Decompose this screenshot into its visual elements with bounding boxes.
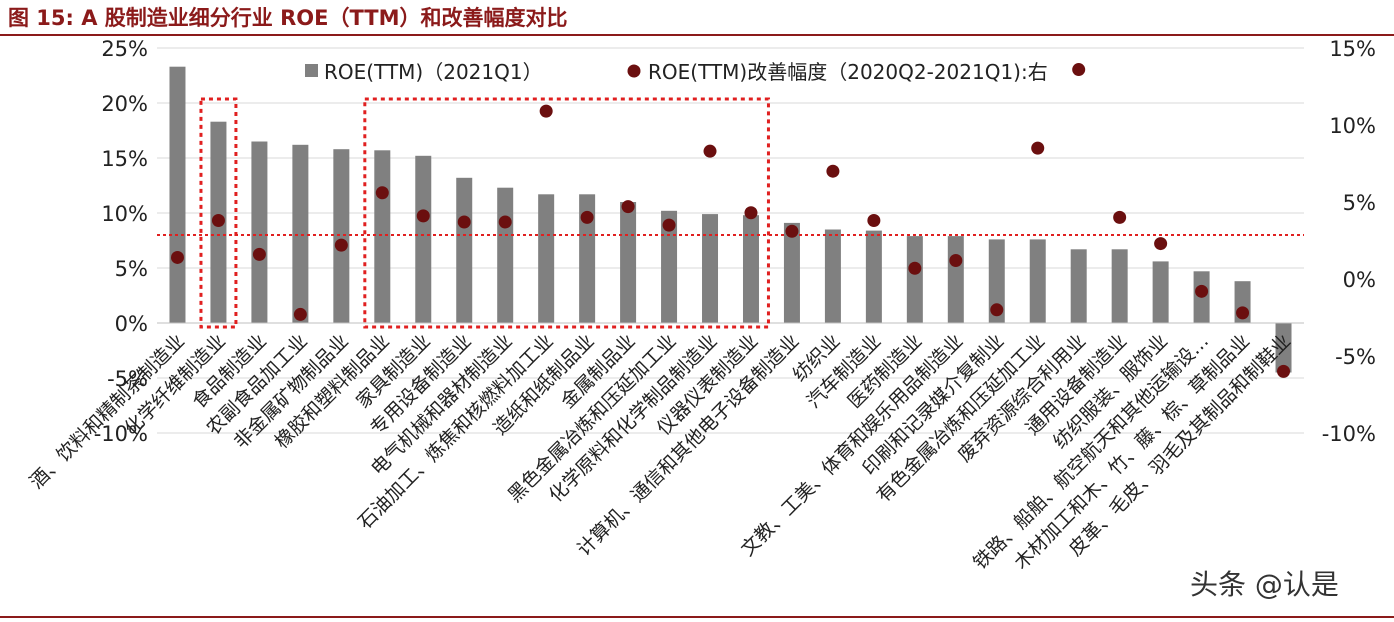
- data-point: [990, 303, 1004, 317]
- data-point: [334, 238, 348, 252]
- bar: [824, 229, 841, 323]
- data-point: [293, 307, 307, 321]
- data-point: [170, 250, 184, 264]
- bar: [620, 202, 637, 323]
- bar: [742, 215, 759, 323]
- data-point: [457, 215, 471, 229]
- legend-bar-label: ROE(TTM)（2021Q1）: [324, 60, 543, 84]
- y-left-tick-label: 0%: [115, 312, 148, 336]
- data-point: [744, 206, 758, 220]
- bar: [497, 187, 514, 323]
- y-left-tick-label: 20%: [101, 92, 148, 116]
- data-point: [703, 144, 717, 158]
- data-point: [1113, 210, 1127, 224]
- y-right-tick-label: 0%: [1343, 268, 1376, 292]
- bar: [538, 194, 555, 323]
- category-label: 酒、饮料和精制茶制造业: [26, 330, 189, 493]
- bar: [579, 194, 596, 323]
- y-left-tick-label: 25%: [101, 37, 148, 61]
- highlight-box: [199, 97, 238, 329]
- y-right-tick-label: -5%: [1335, 345, 1376, 369]
- y-right-tick-label: 5%: [1343, 191, 1376, 215]
- bar: [783, 222, 800, 323]
- data-point: [580, 210, 594, 224]
- bar: [415, 155, 432, 323]
- bar: [1152, 261, 1169, 323]
- data-point: [826, 164, 840, 178]
- data-point: [1236, 306, 1250, 320]
- y-right-tick-label: 10%: [1329, 114, 1376, 138]
- data-point: [252, 247, 266, 261]
- data-point: [1154, 237, 1168, 251]
- y-right-tick-label: 15%: [1329, 37, 1376, 61]
- data-point: [1031, 141, 1045, 155]
- data-point: [662, 218, 676, 232]
- legend-dot-swatch: [627, 64, 641, 78]
- watermark: 头条 @认是: [1190, 568, 1339, 601]
- bar: [865, 230, 882, 323]
- legend-dot-label: ROE(TTM)改善幅度（2020Q2-2021Q1):右: [648, 60, 1048, 84]
- data-point: [498, 215, 512, 229]
- data-point: [908, 261, 922, 275]
- data-point: [621, 200, 635, 214]
- data-point: [949, 254, 963, 268]
- y-left-tick-label: 15%: [101, 147, 148, 171]
- y-left-tick-label: -10%: [94, 422, 148, 446]
- bar: [333, 149, 350, 323]
- data-point: [539, 104, 553, 118]
- y-right-tick-label: -10%: [1322, 422, 1376, 446]
- data-point: [1195, 284, 1209, 298]
- bar: [456, 177, 473, 323]
- y-left-tick-label: -5%: [107, 367, 148, 391]
- legend-bar-swatch: [305, 64, 318, 77]
- bar: [251, 141, 268, 323]
- data-point: [1277, 364, 1291, 378]
- bar: [169, 66, 186, 323]
- data-point: [785, 224, 799, 238]
- data-point: [211, 213, 225, 227]
- bar: [374, 150, 391, 323]
- y-left-tick-label: 10%: [101, 202, 148, 226]
- bar: [1070, 249, 1087, 323]
- data-point: [867, 213, 881, 227]
- bar: [702, 214, 719, 323]
- bottom-rule: [0, 616, 1394, 618]
- bar: [292, 144, 309, 323]
- highlight-box: [363, 97, 770, 329]
- data-point: [416, 209, 430, 223]
- data-point: [1072, 63, 1086, 77]
- bar: [947, 236, 964, 323]
- bar: [988, 239, 1005, 323]
- bar: [1029, 239, 1046, 323]
- figure-title: 图 15: A 股制造业细分行业 ROE（TTM）和改善幅度对比: [8, 6, 568, 30]
- y-left-tick-label: 5%: [115, 257, 148, 281]
- data-point: [375, 186, 389, 200]
- bar: [1275, 323, 1292, 373]
- bar: [1111, 249, 1128, 323]
- bar: [661, 210, 678, 323]
- title-rule: [0, 34, 1394, 36]
- bar: [906, 236, 923, 323]
